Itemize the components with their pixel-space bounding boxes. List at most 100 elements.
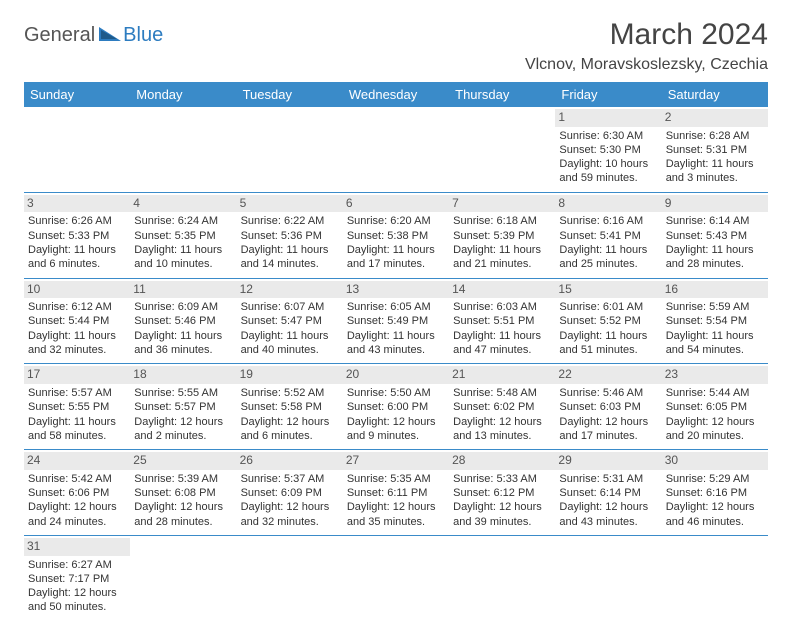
cell-sr: Sunrise: 6:30 AM xyxy=(559,129,657,143)
cell-dl1: Daylight: 11 hours xyxy=(28,415,126,429)
cell-sr: Sunrise: 6:27 AM xyxy=(28,558,126,572)
cell-dl1: Daylight: 12 hours xyxy=(666,415,764,429)
calendar-cell: 10Sunrise: 6:12 AMSunset: 5:44 PMDayligh… xyxy=(24,278,130,364)
calendar-cell xyxy=(130,107,236,192)
cell-dl2: and 28 minutes. xyxy=(666,257,764,271)
calendar-cell: 20Sunrise: 5:50 AMSunset: 6:00 PMDayligh… xyxy=(343,364,449,450)
calendar-cell: 1Sunrise: 6:30 AMSunset: 5:30 PMDaylight… xyxy=(555,107,661,192)
cell-sr: Sunrise: 5:39 AM xyxy=(134,472,232,486)
calendar-cell xyxy=(449,107,555,192)
cell-ss: Sunset: 6:08 PM xyxy=(134,486,232,500)
cell-dl1: Daylight: 11 hours xyxy=(666,243,764,257)
calendar-row: 31Sunrise: 6:27 AMSunset: 7:17 PMDayligh… xyxy=(24,535,768,620)
cell-dl2: and 43 minutes. xyxy=(559,515,657,529)
calendar-cell xyxy=(237,535,343,620)
cell-dl1: Daylight: 11 hours xyxy=(453,329,551,343)
cell-dl2: and 17 minutes. xyxy=(347,257,445,271)
calendar-cell xyxy=(343,535,449,620)
cell-dl1: Daylight: 11 hours xyxy=(347,243,445,257)
day-number: 8 xyxy=(555,195,661,213)
cell-ss: Sunset: 5:47 PM xyxy=(241,314,339,328)
cell-ss: Sunset: 5:31 PM xyxy=(666,143,764,157)
cell-dl2: and 17 minutes. xyxy=(559,429,657,443)
day-number: 4 xyxy=(130,195,236,213)
cell-sr: Sunrise: 6:01 AM xyxy=(559,300,657,314)
cell-dl2: and 25 minutes. xyxy=(559,257,657,271)
day-header: Monday xyxy=(130,82,236,107)
calendar-cell: 24Sunrise: 5:42 AMSunset: 6:06 PMDayligh… xyxy=(24,450,130,536)
cell-dl1: Daylight: 12 hours xyxy=(559,500,657,514)
cell-dl2: and 21 minutes. xyxy=(453,257,551,271)
calendar-cell: 6Sunrise: 6:20 AMSunset: 5:38 PMDaylight… xyxy=(343,192,449,278)
cell-dl2: and 32 minutes. xyxy=(241,515,339,529)
cell-dl2: and 2 minutes. xyxy=(134,429,232,443)
cell-dl2: and 28 minutes. xyxy=(134,515,232,529)
cell-ss: Sunset: 5:38 PM xyxy=(347,229,445,243)
logo-text-blue: Blue xyxy=(123,24,163,47)
cell-dl2: and 32 minutes. xyxy=(28,343,126,357)
cell-dl2: and 6 minutes. xyxy=(28,257,126,271)
day-header: Saturday xyxy=(662,82,768,107)
calendar-cell: 27Sunrise: 5:35 AMSunset: 6:11 PMDayligh… xyxy=(343,450,449,536)
calendar-cell: 26Sunrise: 5:37 AMSunset: 6:09 PMDayligh… xyxy=(237,450,343,536)
calendar-cell: 23Sunrise: 5:44 AMSunset: 6:05 PMDayligh… xyxy=(662,364,768,450)
day-number: 21 xyxy=(449,366,555,384)
calendar-table: Sunday Monday Tuesday Wednesday Thursday… xyxy=(24,82,768,621)
day-number: 28 xyxy=(449,452,555,470)
cell-dl2: and 47 minutes. xyxy=(453,343,551,357)
cell-dl1: Daylight: 10 hours xyxy=(559,157,657,171)
day-number: 26 xyxy=(237,452,343,470)
cell-sr: Sunrise: 5:48 AM xyxy=(453,386,551,400)
location-label: Vlcnov, Moravskoslezsky, Czechia xyxy=(525,56,768,74)
cell-ss: Sunset: 5:55 PM xyxy=(28,400,126,414)
cell-dl2: and 35 minutes. xyxy=(347,515,445,529)
cell-sr: Sunrise: 5:46 AM xyxy=(559,386,657,400)
cell-dl1: Daylight: 12 hours xyxy=(666,500,764,514)
cell-dl1: Daylight: 11 hours xyxy=(28,329,126,343)
cell-ss: Sunset: 5:33 PM xyxy=(28,229,126,243)
cell-dl2: and 46 minutes. xyxy=(666,515,764,529)
cell-sr: Sunrise: 5:59 AM xyxy=(666,300,764,314)
cell-ss: Sunset: 5:36 PM xyxy=(241,229,339,243)
cell-dl2: and 58 minutes. xyxy=(28,429,126,443)
cell-dl1: Daylight: 11 hours xyxy=(134,329,232,343)
day-number: 10 xyxy=(24,281,130,299)
logo: General Blue xyxy=(24,24,163,47)
cell-ss: Sunset: 5:46 PM xyxy=(134,314,232,328)
day-header-row: Sunday Monday Tuesday Wednesday Thursday… xyxy=(24,82,768,107)
cell-dl2: and 54 minutes. xyxy=(666,343,764,357)
cell-sr: Sunrise: 6:16 AM xyxy=(559,214,657,228)
calendar-cell: 17Sunrise: 5:57 AMSunset: 5:55 PMDayligh… xyxy=(24,364,130,450)
calendar-cell xyxy=(662,535,768,620)
cell-dl1: Daylight: 12 hours xyxy=(453,500,551,514)
cell-dl2: and 20 minutes. xyxy=(666,429,764,443)
day-number: 18 xyxy=(130,366,236,384)
cell-sr: Sunrise: 5:37 AM xyxy=(241,472,339,486)
cell-sr: Sunrise: 6:12 AM xyxy=(28,300,126,314)
day-number: 29 xyxy=(555,452,661,470)
cell-sr: Sunrise: 5:52 AM xyxy=(241,386,339,400)
cell-ss: Sunset: 6:05 PM xyxy=(666,400,764,414)
cell-ss: Sunset: 5:49 PM xyxy=(347,314,445,328)
cell-sr: Sunrise: 6:09 AM xyxy=(134,300,232,314)
header: General Blue March 2024 Vlcnov, Moravsko… xyxy=(24,18,768,74)
day-number: 19 xyxy=(237,366,343,384)
cell-sr: Sunrise: 5:50 AM xyxy=(347,386,445,400)
cell-ss: Sunset: 5:44 PM xyxy=(28,314,126,328)
calendar-cell: 12Sunrise: 6:07 AMSunset: 5:47 PMDayligh… xyxy=(237,278,343,364)
cell-dl2: and 59 minutes. xyxy=(559,171,657,185)
day-number: 15 xyxy=(555,281,661,299)
cell-ss: Sunset: 5:35 PM xyxy=(134,229,232,243)
day-number: 1 xyxy=(555,109,661,127)
day-number: 27 xyxy=(343,452,449,470)
calendar-cell: 7Sunrise: 6:18 AMSunset: 5:39 PMDaylight… xyxy=(449,192,555,278)
cell-dl2: and 43 minutes. xyxy=(347,343,445,357)
cell-ss: Sunset: 6:03 PM xyxy=(559,400,657,414)
calendar-cell: 5Sunrise: 6:22 AMSunset: 5:36 PMDaylight… xyxy=(237,192,343,278)
cell-dl1: Daylight: 12 hours xyxy=(347,415,445,429)
cell-sr: Sunrise: 6:18 AM xyxy=(453,214,551,228)
cell-sr: Sunrise: 6:26 AM xyxy=(28,214,126,228)
cell-dl1: Daylight: 11 hours xyxy=(453,243,551,257)
cell-dl2: and 40 minutes. xyxy=(241,343,339,357)
cell-ss: Sunset: 5:58 PM xyxy=(241,400,339,414)
